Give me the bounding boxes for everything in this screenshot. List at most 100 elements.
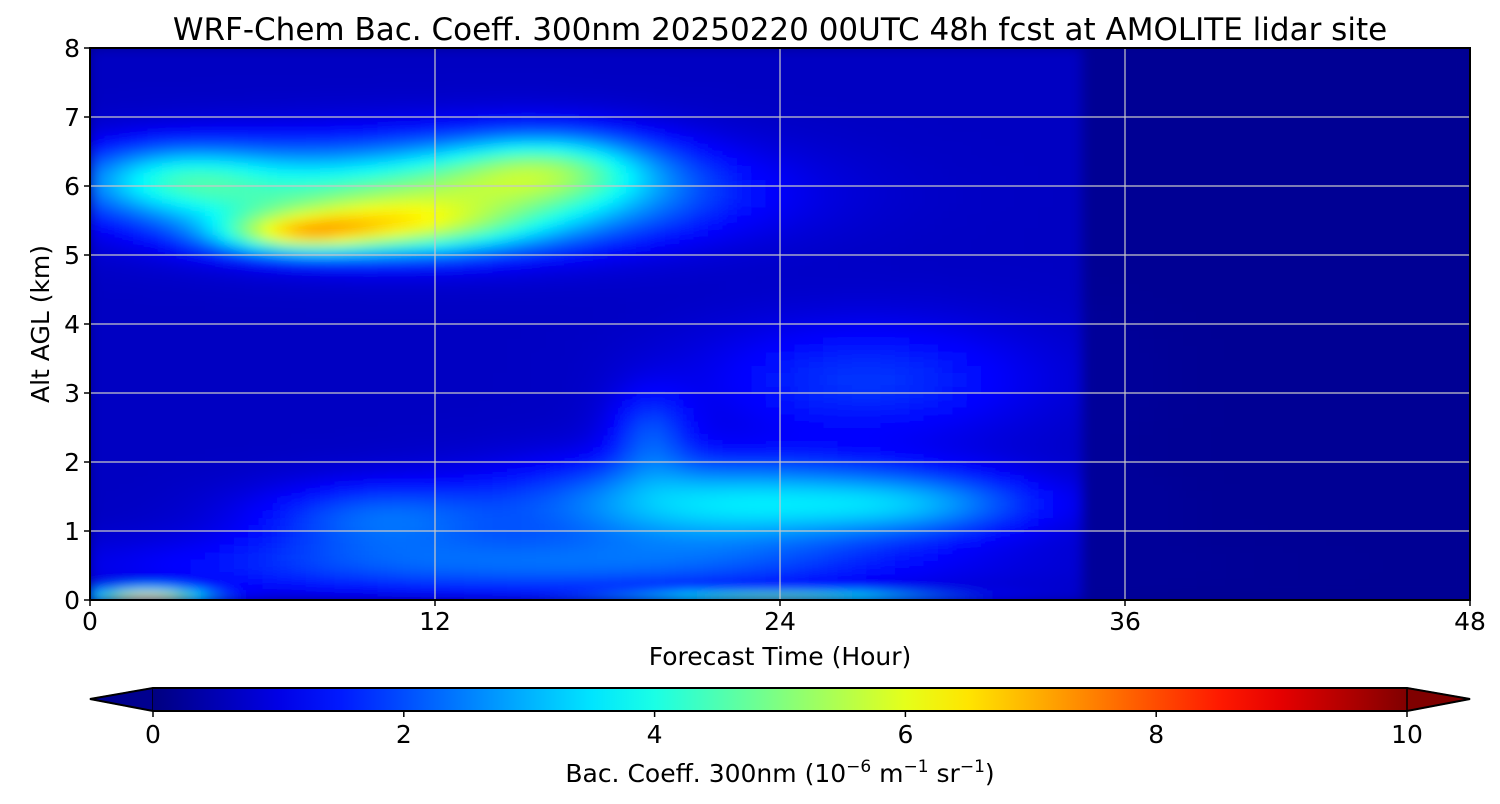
heatmap-cell (535, 365, 551, 374)
heatmap-cell (923, 255, 939, 263)
heatmap-cell (736, 68, 753, 77)
heatmap-cell (406, 89, 422, 98)
heatmap-cell (765, 531, 781, 539)
heatmap-cell (578, 123, 594, 132)
heatmap-cell (219, 379, 235, 387)
heatmap-cell (219, 179, 235, 187)
heatmap-cell (90, 227, 106, 236)
heatmap-cell (147, 441, 163, 449)
heatmap-cell (348, 434, 364, 443)
heatmap-cell (765, 579, 781, 587)
heatmap-cell (334, 82, 350, 91)
heatmap-cell (938, 117, 954, 125)
heatmap-cell (276, 551, 293, 560)
heatmap-cell (564, 68, 580, 77)
heatmap-cell (190, 379, 206, 387)
heatmap-cell (118, 282, 134, 291)
heatmap-cell (205, 234, 221, 242)
heatmap-cell (262, 61, 278, 70)
heatmap-cell (320, 275, 336, 284)
heatmap-cell (722, 510, 738, 518)
heatmap-cell (794, 172, 810, 180)
heatmap-cell (118, 551, 134, 560)
heatmap-cell (205, 551, 221, 560)
heatmap-cell (966, 379, 983, 387)
heatmap-cell (751, 82, 767, 91)
heatmap-cell (794, 268, 810, 277)
heatmap-cell (593, 165, 609, 173)
heatmap-cell (233, 144, 249, 153)
heatmap-cell (492, 68, 508, 77)
heatmap-cell (219, 593, 235, 600)
heatmap-cell (377, 89, 393, 98)
heatmap-cell (851, 165, 868, 173)
heatmap-cell (981, 517, 997, 525)
heatmap-cell (808, 48, 824, 56)
heatmap-cell (492, 358, 508, 367)
heatmap-cell (406, 117, 422, 125)
heatmap-cell (765, 82, 781, 91)
heatmap-cell (334, 503, 350, 512)
heatmap-cell (693, 510, 709, 518)
heatmap-cell (463, 386, 479, 394)
heatmap-cell (837, 261, 853, 270)
heatmap-cell (391, 227, 408, 236)
heatmap-cell (535, 330, 551, 339)
heatmap-cell (276, 517, 293, 525)
heatmap-cell (133, 475, 149, 484)
heatmap-cell (406, 496, 422, 505)
heatmap-cell (492, 544, 508, 553)
heatmap-cell (665, 531, 681, 539)
heatmap-cell (435, 379, 451, 387)
heatmap-cell (348, 317, 364, 325)
heatmap-cell (492, 372, 508, 380)
heatmap-cell (205, 75, 221, 84)
heatmap-cell (866, 489, 882, 498)
heatmap-cell (262, 503, 278, 512)
heatmap-cell (708, 468, 724, 477)
heatmap-cell (420, 192, 436, 201)
heatmap-cell (420, 337, 436, 346)
heatmap-cell (923, 54, 939, 63)
heatmap-cell (708, 572, 724, 581)
heatmap-cell (780, 89, 796, 98)
heatmap-cell (521, 475, 537, 484)
heatmap-cell (320, 192, 336, 201)
heatmap-cell (866, 68, 882, 77)
heatmap-cell (621, 144, 638, 153)
heatmap-cell (147, 289, 163, 298)
heatmap-cell (133, 517, 149, 525)
heatmap-cell (420, 399, 436, 408)
heatmap-cell (377, 151, 393, 160)
heatmap-cell (866, 54, 882, 63)
heatmap-cell (823, 151, 839, 160)
heatmap-cell (348, 586, 364, 594)
heatmap-cell (823, 172, 839, 180)
heatmap-cell (463, 489, 479, 498)
heatmap-cell (665, 61, 681, 70)
heatmap-cell (506, 234, 523, 242)
heatmap-cell (291, 324, 307, 332)
heatmap-cell (880, 351, 896, 360)
heatmap-cell (808, 427, 824, 436)
heatmap-cell (808, 227, 824, 236)
heatmap-cell (665, 82, 681, 91)
heatmap-cell (650, 524, 666, 532)
heatmap-cell (305, 393, 321, 401)
heatmap-cell (276, 358, 293, 367)
heatmap-cell (118, 386, 134, 394)
heatmap-cell (420, 344, 436, 353)
heatmap-cell (305, 130, 321, 139)
heatmap-cell (104, 358, 120, 367)
heatmap-cell (708, 268, 724, 277)
heatmap-cell (851, 462, 868, 470)
heatmap-cell (751, 593, 767, 600)
heatmap-cell (435, 310, 451, 318)
heatmap-cell (118, 517, 134, 525)
heatmap-cell (895, 379, 911, 387)
heatmap-cell (363, 89, 379, 98)
heatmap-cell (679, 524, 695, 532)
heatmap-cell (636, 565, 652, 574)
heatmap-cell (765, 165, 781, 173)
heatmap-cell (866, 448, 882, 456)
